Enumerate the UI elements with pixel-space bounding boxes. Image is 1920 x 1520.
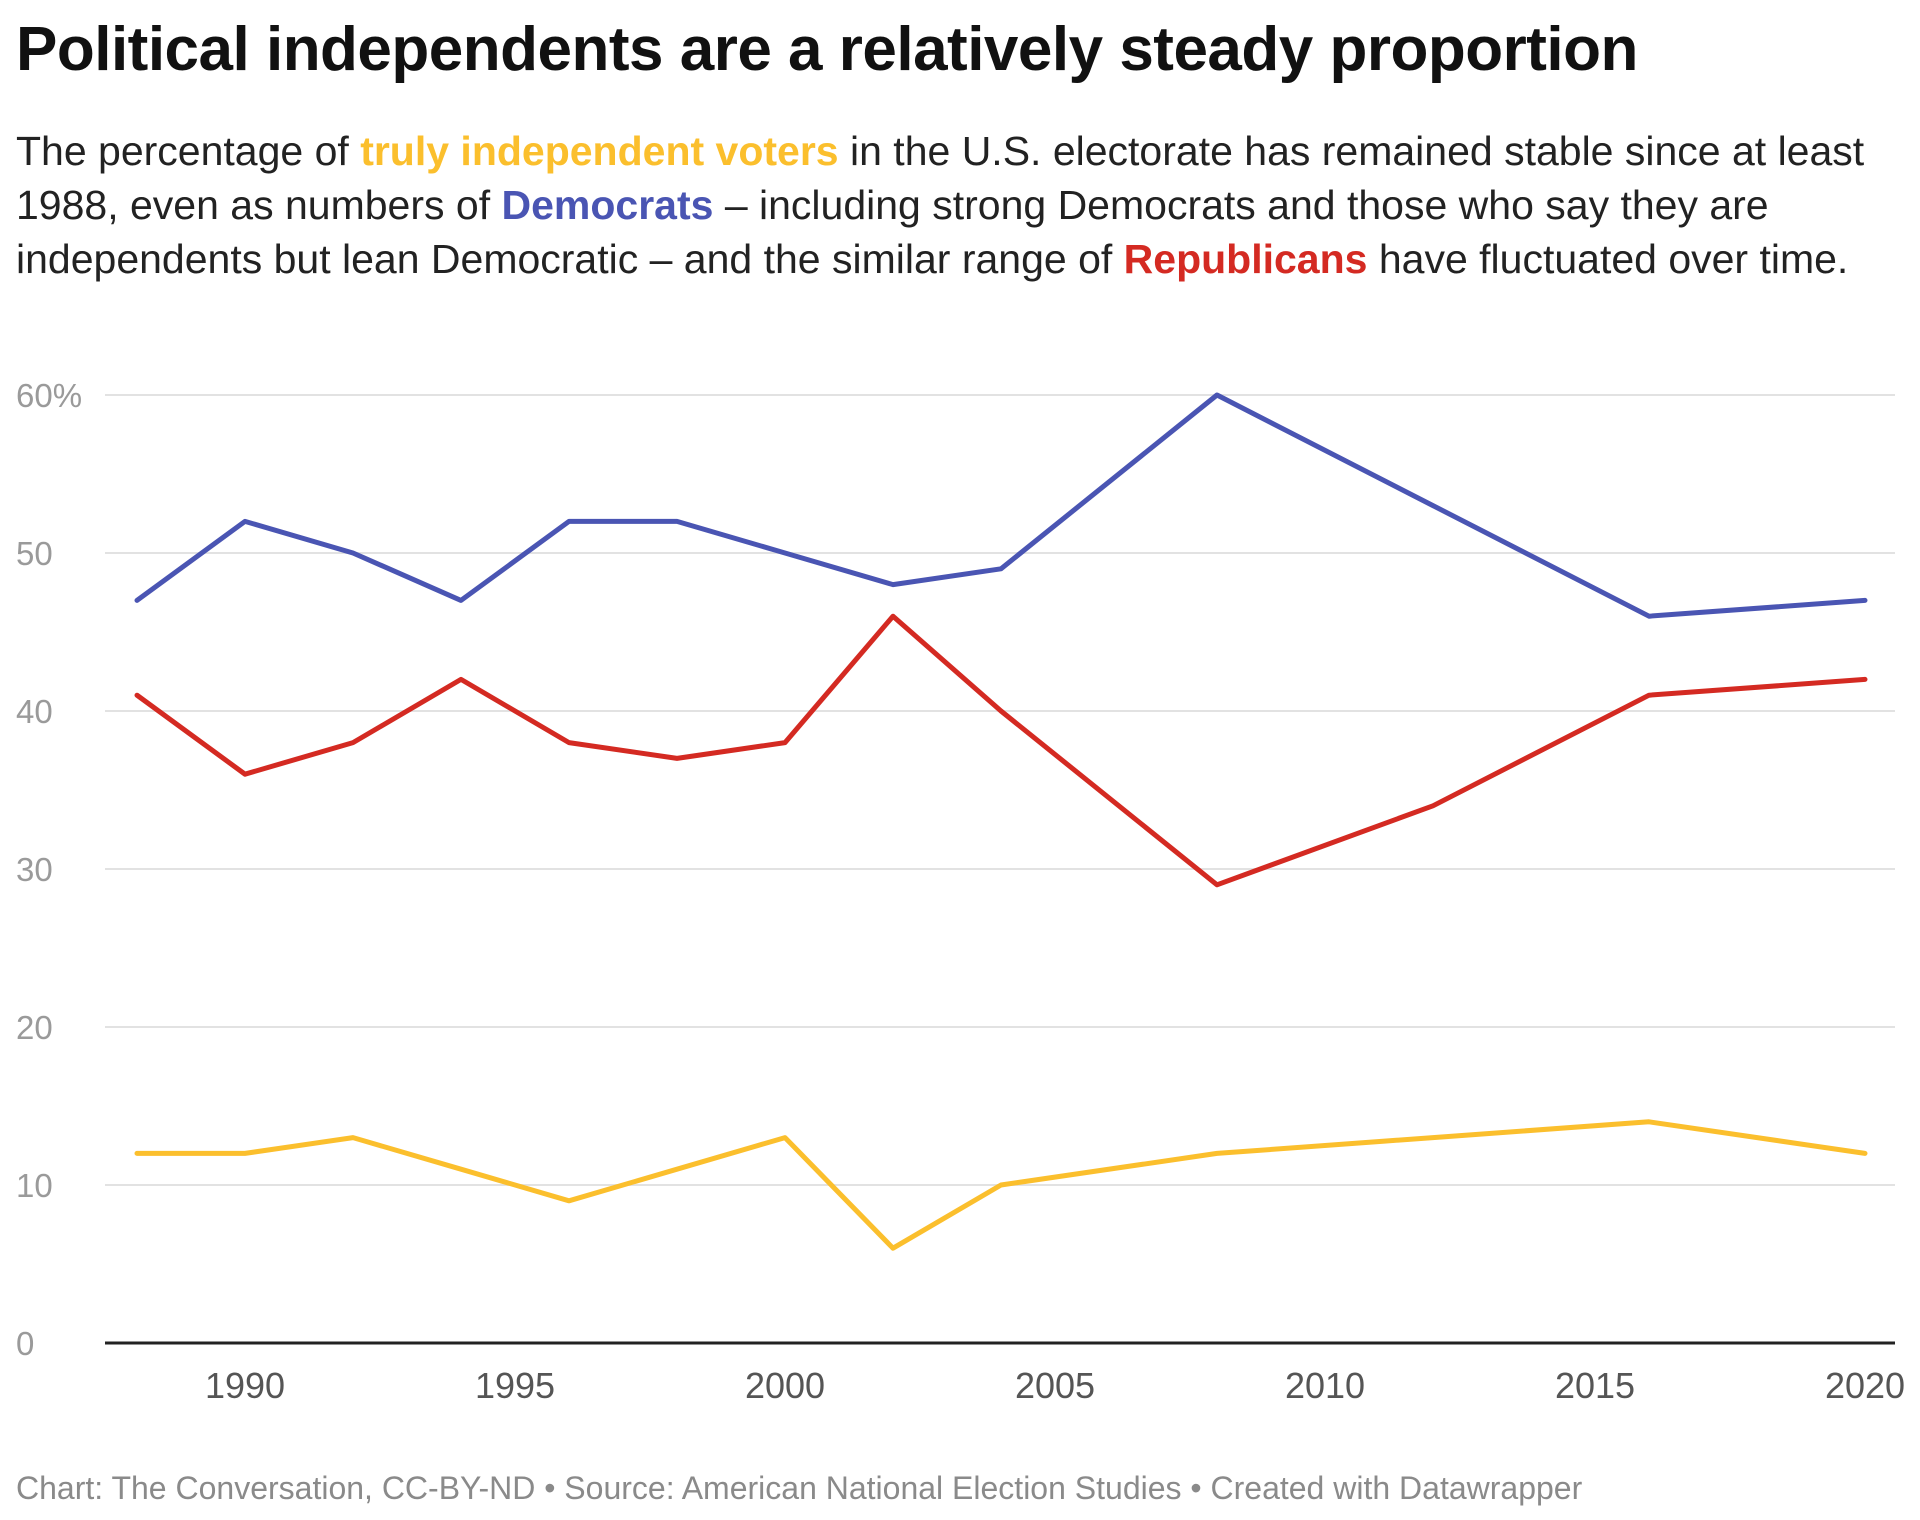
chart-title: Political independents are a relatively … bbox=[16, 15, 1638, 84]
subtitle-text: have fluctuated over time. bbox=[1367, 236, 1849, 282]
x-tick-label: 2010 bbox=[1285, 1365, 1365, 1406]
y-tick-label: 50 bbox=[16, 535, 53, 572]
x-tick-label: 2020 bbox=[1825, 1365, 1905, 1406]
y-tick-label: 60% bbox=[16, 377, 82, 414]
subtitle-text: – including strong Democrats and those w… bbox=[16, 182, 1769, 282]
republicans-line bbox=[134, 613, 1868, 888]
subtitle-text: The percentage of bbox=[16, 128, 361, 174]
x-tick-label: 2015 bbox=[1555, 1365, 1635, 1406]
y-tick-label: 20 bbox=[16, 1009, 53, 1046]
independents-line bbox=[134, 1119, 1868, 1251]
y-tick-label: 30 bbox=[16, 851, 53, 888]
republicans-label: Republicans bbox=[1123, 236, 1368, 282]
x-tick-label: 1990 bbox=[205, 1365, 285, 1406]
independents-label: truly independent voters bbox=[360, 128, 839, 174]
democrats-label: Democrats bbox=[501, 182, 714, 228]
chart-subtitle: The percentage of truly independent vote… bbox=[16, 124, 1896, 286]
x-tick-label: 2000 bbox=[745, 1365, 825, 1406]
y-tick-label: 0 bbox=[16, 1325, 34, 1362]
x-tick-label: 2005 bbox=[1015, 1365, 1095, 1406]
x-tick-label: 1995 bbox=[475, 1365, 555, 1406]
y-tick-label: 40 bbox=[16, 693, 53, 730]
subtitle-text: in the U.S. electorate has remained stab… bbox=[16, 128, 1865, 228]
chart-footer: Chart: The Conversation, CC-BY-ND • Sour… bbox=[16, 1470, 1583, 1506]
y-tick-label: 10 bbox=[16, 1167, 53, 1204]
democrats-line bbox=[134, 392, 1868, 619]
